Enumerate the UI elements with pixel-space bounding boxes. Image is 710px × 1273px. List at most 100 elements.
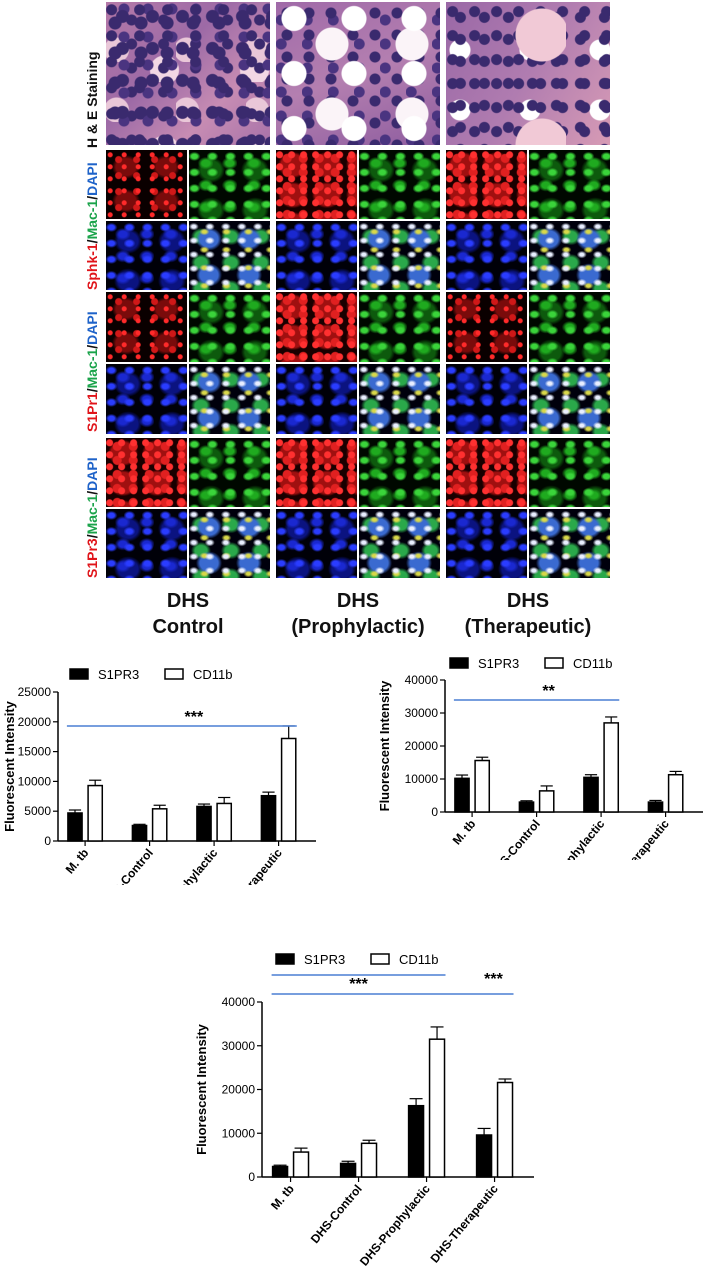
bar-s1pr3: [647, 801, 664, 813]
legend-swatch-cd11b: [164, 668, 184, 680]
if-tile-red: [106, 292, 187, 362]
x-tick-label: DHS-Therapeutic: [599, 817, 673, 860]
if-tile-merge: [189, 221, 270, 290]
if-tile-red: [276, 292, 357, 362]
if-tile-blue: [446, 509, 527, 578]
x-tick-label: DHS-Therapeutic: [428, 1182, 502, 1266]
legend-swatch-s1pr3: [69, 668, 89, 680]
bar-cd11b: [87, 784, 104, 842]
if-s1pr1-therapeutic: [446, 292, 610, 434]
if-sphk1-prophylactic: [276, 150, 440, 290]
y-tick-label: 0: [248, 1170, 255, 1184]
bar-s1pr3: [475, 1134, 493, 1178]
bar-cd11b: [292, 1151, 310, 1178]
x-tick-label: DHS-Prophylactic: [357, 1182, 433, 1268]
if-tile-merge: [359, 364, 440, 434]
y-tick-label: 40000: [405, 673, 439, 687]
bar-s1pr3: [583, 776, 599, 813]
if-tile-green: [189, 292, 270, 362]
significance-label: ***: [484, 971, 503, 988]
if-tile-blue: [446, 364, 527, 434]
row-label-s1pr1: S1Pr1/Mac-1/DAPI: [84, 311, 100, 432]
if-tile-green: [359, 438, 440, 507]
bar-s1pr3: [196, 805, 212, 842]
if-tile-merge: [529, 221, 610, 290]
y-tick-label: 10000: [222, 1126, 256, 1140]
legend-label-s1pr3: S1PR3: [98, 667, 139, 682]
if-tile-green: [529, 438, 610, 507]
if-tile-red: [446, 292, 527, 362]
if-tile-red: [446, 438, 527, 507]
y-tick-label: 30000: [222, 1039, 256, 1053]
if-s1pr3-control: [106, 438, 270, 578]
significance-label: **: [542, 683, 555, 700]
if-tile-merge: [189, 364, 270, 434]
he-image-prophylactic: [276, 2, 440, 145]
he-image-control: [106, 2, 270, 145]
y-tick-label: 20000: [18, 715, 52, 729]
x-tick-label: DHS-Prophylactic: [532, 817, 608, 860]
if-tile-red: [106, 150, 187, 219]
y-tick-label: 30000: [405, 706, 439, 720]
row-label-he: H & E Staining: [84, 51, 100, 148]
y-tick-label: 10000: [405, 772, 439, 786]
row-label-sphk1: Sphk-1/Mac-1/DAPI: [84, 162, 100, 290]
if-tile-green: [189, 150, 270, 219]
if-sphk1-control: [106, 150, 270, 290]
bar-chart-3: 0 10000 20000 30000 40000 Fluorescent Intensi…: [194, 952, 534, 1268]
y-axis-label: Fluorescent Intensity: [377, 680, 392, 812]
if-sphk1-therapeutic: [446, 150, 610, 290]
y-tick-label: 40000: [222, 995, 256, 1009]
if-tile-green: [529, 292, 610, 362]
bar-cd11b: [360, 1142, 378, 1178]
y-tick-label: 10000: [18, 774, 52, 788]
bar-s1pr3: [271, 1165, 289, 1178]
bar-s1pr3: [260, 794, 277, 842]
if-tile-green: [529, 150, 610, 219]
if-tile-blue: [106, 509, 187, 578]
if-s1pr3-therapeutic: [446, 438, 610, 578]
bar-cd11b: [428, 1038, 446, 1178]
bar-cd11b: [474, 759, 491, 813]
column-label-prophylactic: DHS (Prophylactic): [291, 590, 425, 638]
bar-cd11b: [216, 802, 233, 842]
if-tile-blue: [276, 364, 357, 434]
if-s1pr1-control: [106, 292, 270, 434]
x-tick-label: M. tb: [63, 846, 92, 876]
bar-s1pr3: [518, 801, 535, 813]
if-tile-red: [276, 150, 357, 219]
if-tile-blue: [106, 221, 187, 290]
legend-label-s1pr3: S1PR3: [478, 656, 519, 671]
if-tile-merge: [359, 221, 440, 290]
if-tile-red: [446, 150, 527, 219]
legend-label-cd11b: CD11b: [573, 656, 613, 671]
bar-cd11b: [496, 1081, 514, 1178]
if-s1pr3-prophylactic: [276, 438, 440, 578]
x-tick-label: DHS-Control: [99, 846, 156, 885]
bar-s1pr3: [67, 812, 83, 842]
if-tile-green: [189, 438, 270, 507]
if-tile-merge: [529, 364, 610, 434]
x-tick-label: DHS-Prophylactic: [145, 846, 221, 885]
bar-cd11b: [538, 790, 555, 813]
x-tick-label: M. tb: [268, 1182, 297, 1212]
x-tick-label: DHS-Control: [308, 1182, 365, 1246]
legend-swatch-cd11b: [544, 657, 564, 669]
y-tick-label: 5000: [24, 804, 51, 818]
y-axis-label: Fluorescent Intensity: [2, 700, 17, 832]
significance-label: ***: [349, 976, 368, 993]
column-label-control: DHS Control: [152, 590, 224, 638]
legend-swatch-s1pr3: [275, 953, 295, 965]
row-label-s1pr3: S1Pr3/Mac-1/DAPI: [84, 457, 100, 578]
y-axis-label: Fluorescent Intensity: [194, 1023, 209, 1155]
x-tick-label: M. tb: [450, 817, 479, 847]
bar-cd11b: [280, 737, 297, 842]
y-tick-label: 25000: [18, 685, 52, 699]
x-tick-label: DHS-Control: [486, 817, 543, 860]
legend-swatch-cd11b: [370, 953, 390, 965]
bar-s1pr3: [339, 1162, 357, 1178]
legend-label-cd11b: CD11b: [399, 952, 439, 967]
bar-cd11b: [151, 808, 168, 842]
y-tick-label: 0: [431, 805, 438, 819]
